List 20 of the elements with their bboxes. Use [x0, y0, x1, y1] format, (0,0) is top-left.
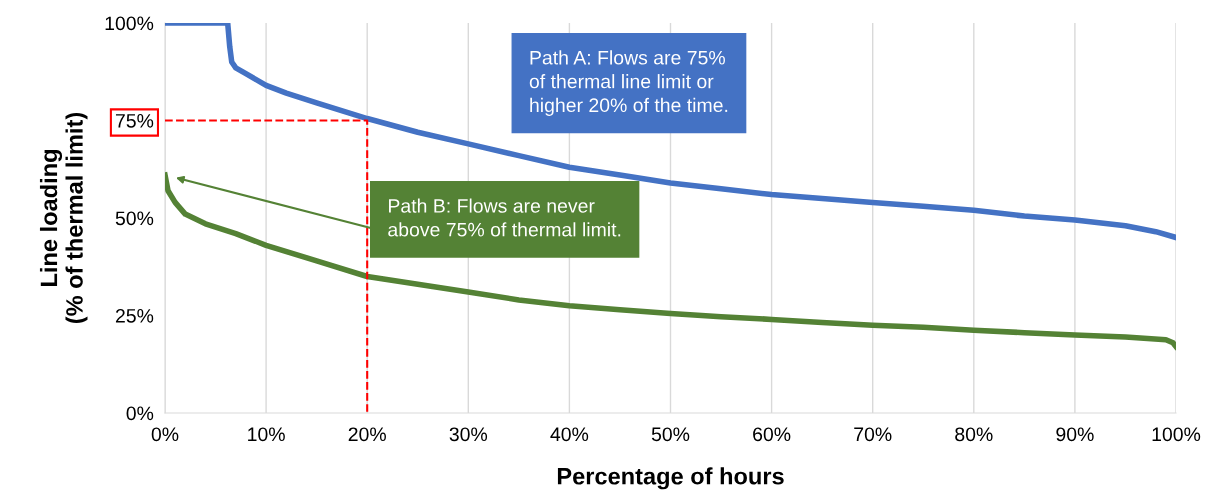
annotation: Path A: Flows are 75% of thermal line limit or higher 20% of the time. — [529, 50, 728, 116]
x-tick-label: 30% — [449, 427, 488, 442]
y-tick-label: 0% — [126, 406, 154, 421]
x-axis-title: Percentage of hours — [557, 467, 784, 490]
y-tick-label: 75% — [115, 114, 154, 128]
x-tick-label: 70% — [854, 427, 892, 442]
x-tick-label: 10% — [248, 427, 285, 442]
x-tick-label: 20% — [348, 427, 386, 442]
x-tick-label: 50% — [651, 427, 690, 442]
x-tick-label: 90% — [1056, 427, 1094, 442]
x-tick-label: 40% — [550, 427, 589, 442]
x-tick-label: 0% — [151, 427, 179, 442]
y-axis-title: Line loading (% of thermal limit) — [39, 112, 88, 324]
x-tick-label: 60% — [753, 427, 791, 442]
annotation: Path B: Flows are never above 75% of thermal limit. — [388, 198, 621, 237]
x-tick-label: 100% — [1152, 427, 1201, 442]
y-tick-label: 25% — [115, 308, 154, 323]
y-tick-label: 100% — [105, 16, 154, 31]
x-tick-label: 80% — [955, 427, 993, 442]
y-tick-label: 50% — [115, 211, 154, 226]
